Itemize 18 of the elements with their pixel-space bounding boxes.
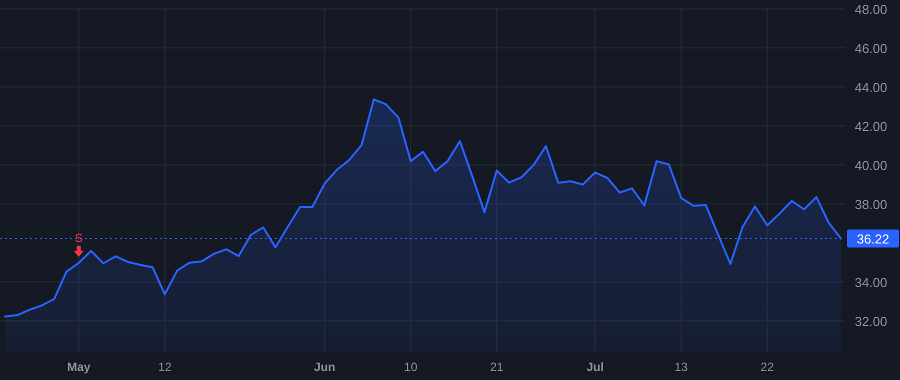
y-tick-label: 38.00	[854, 196, 888, 212]
x-tick-label: 13	[674, 360, 688, 374]
y-tick-label: 40.00	[854, 158, 888, 173]
y-tick-label: 46.00	[854, 40, 888, 56]
ref-line-label: 36.22	[856, 232, 890, 247]
x-tick-label: Jul	[586, 360, 604, 374]
y-tick-label: 42.00	[854, 118, 888, 134]
annotation: S	[74, 230, 83, 245]
x-tick-label: May	[67, 360, 91, 374]
y-tick-label: 32.00	[854, 314, 888, 329]
y-tick-label: 48.00	[854, 2, 888, 17]
x-tick-label: Jun	[314, 360, 336, 374]
x-tick-label: 21	[490, 360, 504, 374]
x-tick-label: 12	[158, 360, 172, 374]
y-tick-label: 34.00	[854, 274, 888, 290]
y-tick-label: 44.00	[854, 80, 888, 95]
x-tick-label: 22	[760, 360, 774, 374]
x-tick-label: 10	[404, 360, 418, 374]
